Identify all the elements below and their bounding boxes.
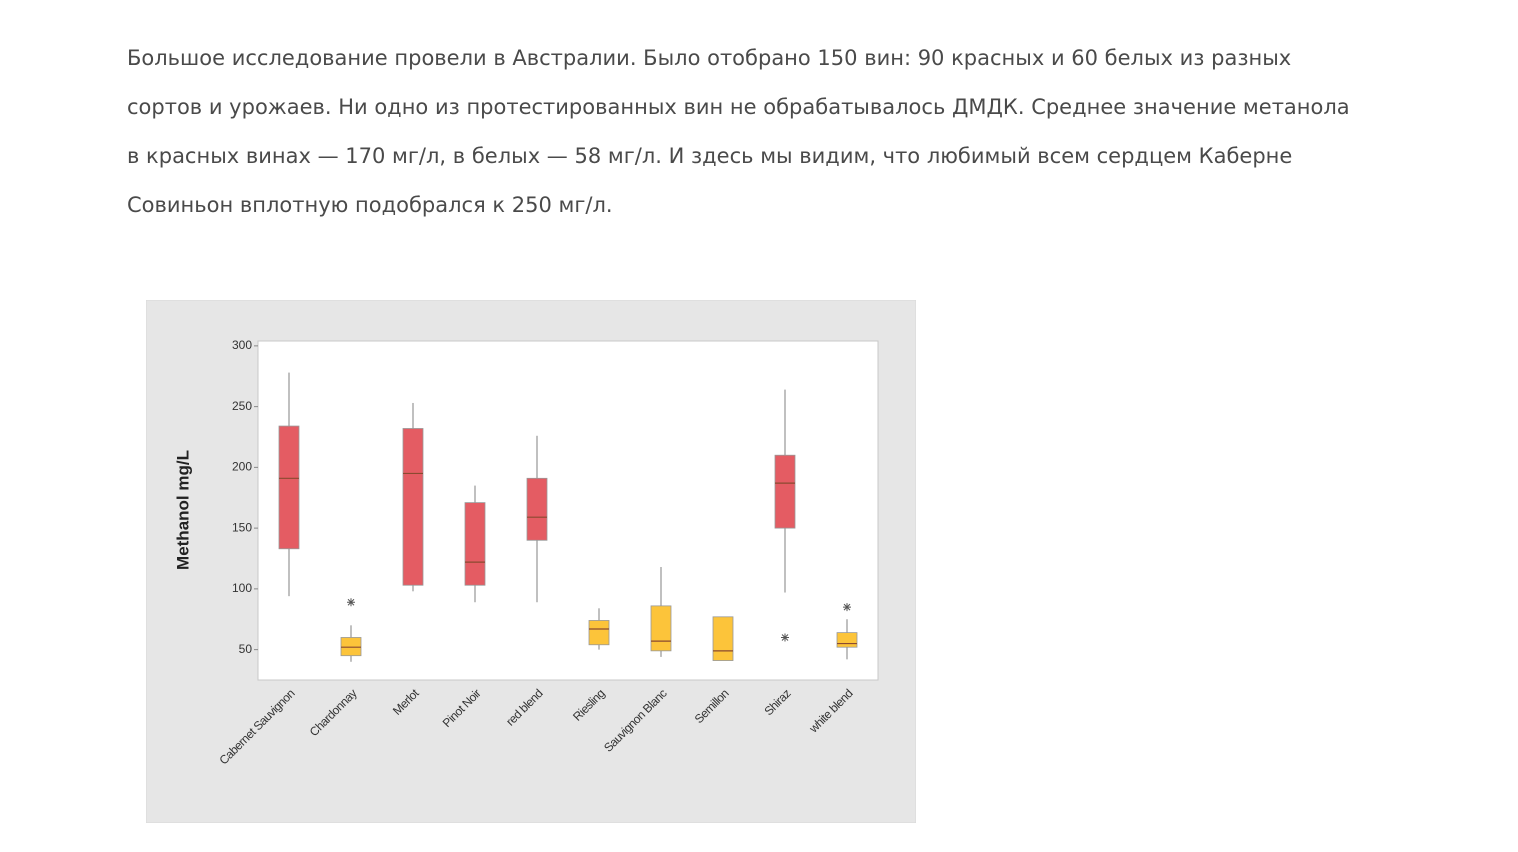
y-tick-label: 200: [232, 460, 252, 474]
box: [278, 425, 300, 550]
outlier: [347, 598, 355, 607]
chart: Methanol mg/L 50100150200250300Cabernet …: [146, 300, 916, 823]
y-axis-label: Methanol mg/L: [173, 450, 192, 570]
text-line: Совиньон вплотную подобрался к 250 мг/л.: [127, 193, 613, 217]
outlier: [781, 633, 789, 642]
box: [588, 620, 610, 646]
y-tick-label: 150: [232, 520, 252, 534]
y-tick-label: 250: [232, 399, 252, 413]
box: [340, 637, 362, 657]
box: [526, 477, 548, 541]
text-line: в красных винах — 170 мг/л, в белых — 58…: [127, 144, 1293, 168]
outlier: [843, 603, 851, 612]
box: [774, 454, 796, 529]
box: [650, 605, 672, 652]
text-line: Большое исследование провели в Австралии…: [127, 46, 1292, 70]
box: [464, 502, 486, 586]
box: [402, 428, 424, 586]
paragraph: Большое исследование провели в Австралии…: [127, 34, 1427, 230]
text-line: сортов и урожаев. Ни одно из протестиров…: [127, 95, 1350, 119]
y-tick-label: 300: [232, 338, 252, 352]
box: [712, 616, 734, 661]
y-tick-label: 100: [232, 581, 252, 595]
box: [836, 632, 858, 648]
y-tick-label: 50: [239, 642, 253, 656]
